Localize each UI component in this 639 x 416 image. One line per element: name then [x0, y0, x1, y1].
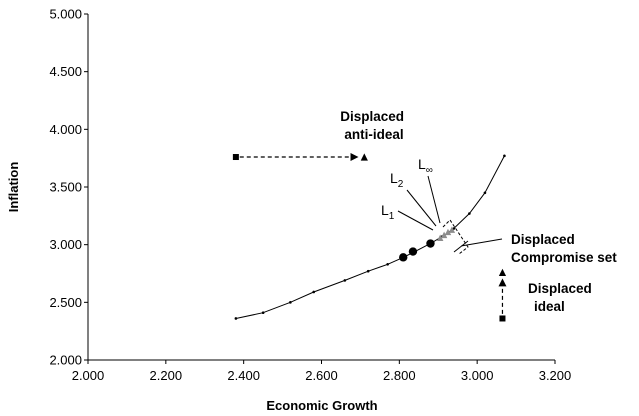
frontier-point — [503, 154, 506, 158]
x-tick-label: 2.400 — [227, 368, 260, 383]
frontier-point — [483, 191, 487, 195]
l2-label: L2 — [390, 170, 404, 190]
frontier-point — [289, 301, 292, 304]
l2-label-base: L — [390, 170, 398, 186]
y-tick-label: 3.000 — [49, 237, 82, 252]
x-tick-label: 2.600 — [305, 368, 338, 383]
compromise-point — [399, 253, 408, 262]
frontier-curve — [235, 155, 505, 319]
compromise-set-dashed-outline — [442, 219, 469, 255]
y-tick-label: 4.000 — [49, 122, 82, 137]
anti-ideal-label-line1: Displaced — [340, 109, 404, 124]
compromise-point — [426, 239, 435, 248]
anti-ideal-label: Displaced anti-ideal — [340, 109, 408, 142]
linf-label-base: L — [418, 156, 426, 172]
x-tick-label: 3.200 — [539, 368, 572, 383]
y-tick-label: 3.500 — [49, 180, 82, 195]
frontier-point — [234, 317, 238, 320]
l1-leader — [397, 210, 434, 231]
frontier-point — [366, 269, 370, 273]
compromise-set-bracket — [453, 238, 503, 253]
compromise-set-label-line2: Compromise set — [511, 250, 617, 265]
y-tick-label: 4.500 — [49, 64, 82, 79]
linf-leader — [427, 175, 441, 224]
x-tick-label: 2.200 — [150, 368, 183, 383]
square-point — [499, 315, 506, 322]
y-axis-title: Inflation — [6, 162, 21, 213]
x-axis-title: Economic Growth — [266, 398, 377, 413]
square-point — [232, 154, 239, 161]
y-tick-label: 5.000 — [49, 7, 82, 22]
ideal-label-line2: ideal — [534, 299, 565, 314]
l1-label-sub: 1 — [389, 211, 395, 222]
frontier-point — [343, 279, 347, 282]
linf-label: L∞ — [418, 156, 433, 176]
displaced-compromise-point — [440, 231, 448, 239]
frontier-point — [386, 262, 389, 266]
ideal-label-line1: Displaced — [528, 281, 592, 296]
l1-label-base: L — [381, 202, 389, 218]
displaced-compromise-point — [436, 234, 444, 241]
x-tick-label: 2.000 — [72, 368, 105, 383]
frontier-point — [312, 290, 316, 294]
frontier-point — [261, 311, 265, 315]
triangle-point — [360, 153, 368, 161]
y-tick-label: 2.000 — [49, 353, 82, 368]
l2-leader — [406, 189, 437, 227]
displaced-compromise-point — [448, 226, 456, 233]
compromise-set-label-line1: Displaced — [511, 232, 575, 247]
compromise-set-label: Displaced Compromise set — [511, 232, 617, 265]
y-tick-label: 2.500 — [49, 295, 82, 310]
compromise-point — [408, 247, 418, 256]
frontier-point — [468, 212, 471, 215]
ideal-label: Displaced ideal — [528, 281, 596, 314]
l1-label: L1 — [381, 202, 395, 222]
anti-ideal-label-line2: anti-ideal — [344, 127, 403, 142]
x-tick-label: 3.000 — [461, 368, 494, 383]
l2-label-sub: 2 — [398, 179, 404, 190]
displaced-compromise-point — [444, 228, 452, 236]
x-tick-label: 2.800 — [383, 368, 416, 383]
linf-label-sub: ∞ — [426, 165, 433, 176]
triangle-point — [498, 268, 507, 276]
